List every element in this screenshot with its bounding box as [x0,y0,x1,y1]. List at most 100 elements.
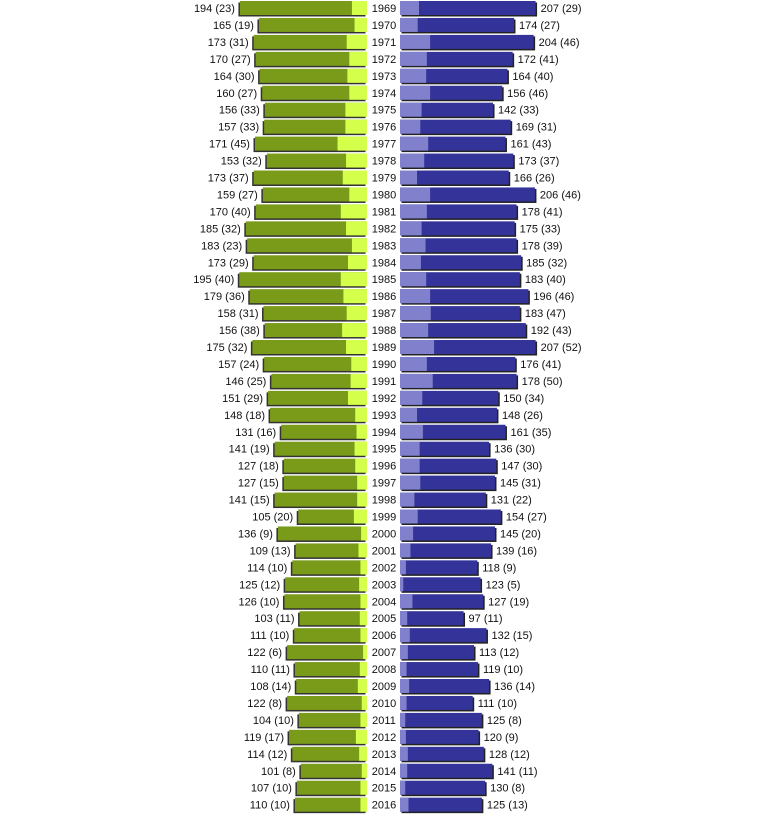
left-sub-bar [346,306,367,321]
left-bar [264,119,367,134]
left-value-label: 194 (23) [194,3,235,15]
left-value-label: 104 (10) [253,715,294,727]
left-value-label: 153 (32) [221,156,262,168]
year-label: 1988 [372,325,396,337]
right-bar [400,238,517,253]
right-bar [400,628,487,643]
left-value-label: 127 (15) [238,478,279,490]
year-label: 1980 [372,189,396,201]
right-value-label: 119 (10) [483,664,523,676]
left-bar [285,577,367,592]
left-value-label: 141 (19) [229,444,270,456]
left-bar [255,204,367,219]
left-bar [264,102,367,117]
right-bar [400,153,514,168]
left-value-label: 110 (10) [250,800,290,812]
left-bar [262,187,367,202]
year-label: 2011 [372,715,396,727]
right-sub-bar [400,729,406,744]
right-bar [400,390,499,405]
right-value-label: 174 (27) [519,20,560,32]
left-value-label: 173 (37) [208,173,249,185]
year-label: 2002 [372,562,396,574]
right-bar [400,356,516,371]
left-bar [299,611,367,626]
right-sub-bar [400,153,425,168]
left-bar [266,153,367,168]
right-bar [400,289,529,304]
year-label: 1982 [372,223,396,235]
left-value-label: 131 (16) [235,427,276,439]
left-sub-bar [346,34,367,49]
right-value-label: 123 (5) [486,579,521,591]
right-sub-bar [400,306,431,321]
left-bar [298,509,367,524]
left-value-label: 170 (40) [210,206,251,218]
year-label: 2012 [372,732,396,744]
year-label: 2005 [372,613,396,625]
left-sub-bar [354,441,367,456]
right-sub-bar [400,255,421,270]
right-sub-bar [400,272,427,287]
right-bar [400,458,497,473]
left-bar [289,729,367,744]
left-sub-bar [340,272,367,287]
right-sub-bar [400,797,409,812]
year-label: 1984 [372,257,396,269]
right-bar [400,119,511,134]
left-value-label: 173 (31) [208,37,249,49]
right-bar [400,441,490,456]
left-sub-bar [361,526,367,541]
left-bar [253,34,367,49]
right-sub-bar [400,221,422,236]
left-bar [296,780,367,795]
right-value-label: 154 (27) [506,512,547,524]
right-value-label: 136 (14) [494,681,535,693]
left-bar [287,645,367,660]
left-sub-bar [355,407,367,422]
right-bar [400,797,482,812]
left-sub-bar [346,340,367,354]
right-sub-bar [400,560,406,575]
right-sub-bar [400,712,406,727]
right-bar [400,102,494,117]
left-value-label: 151 (29) [222,393,263,405]
left-sub-bar [343,289,367,304]
left-bar [270,407,367,422]
right-bar [400,712,482,727]
left-sub-bar [351,1,367,15]
right-value-label: 173 (37) [518,156,559,168]
year-label: 2009 [372,681,396,693]
right-value-label: 125 (13) [487,800,528,812]
left-value-label: 111 (10) [250,630,289,642]
year-label: 2010 [372,698,396,710]
right-value-label: 196 (46) [533,291,574,303]
right-sub-bar [400,746,408,761]
year-label: 1999 [372,512,396,524]
right-value-label: 147 (30) [501,461,542,473]
right-bar [400,51,513,66]
year-label: 2007 [372,647,396,659]
right-value-label: 150 (34) [503,393,544,405]
left-sub-bar [342,170,367,185]
year-label: 1989 [372,342,396,354]
year-label: 1996 [372,461,396,473]
year-label: 1985 [372,274,396,286]
left-bar [249,289,367,304]
right-sub-bar [400,102,422,117]
year-label: 1973 [372,71,396,83]
left-value-label: 179 (36) [204,291,245,303]
left-value-label: 156 (33) [219,105,260,117]
year-label: 2016 [372,800,396,812]
left-sub-bar [360,594,367,609]
left-sub-bar [355,458,367,473]
left-sub-bar [359,746,367,761]
right-sub-bar [400,390,423,405]
right-value-label: 156 (46) [507,88,548,100]
right-value-label: 183 (47) [525,308,566,320]
year-label: 1972 [372,54,396,66]
left-bar [294,662,367,677]
right-sub-bar [400,662,407,677]
left-bar [264,323,367,338]
right-value-label: 207 (29) [541,3,582,15]
